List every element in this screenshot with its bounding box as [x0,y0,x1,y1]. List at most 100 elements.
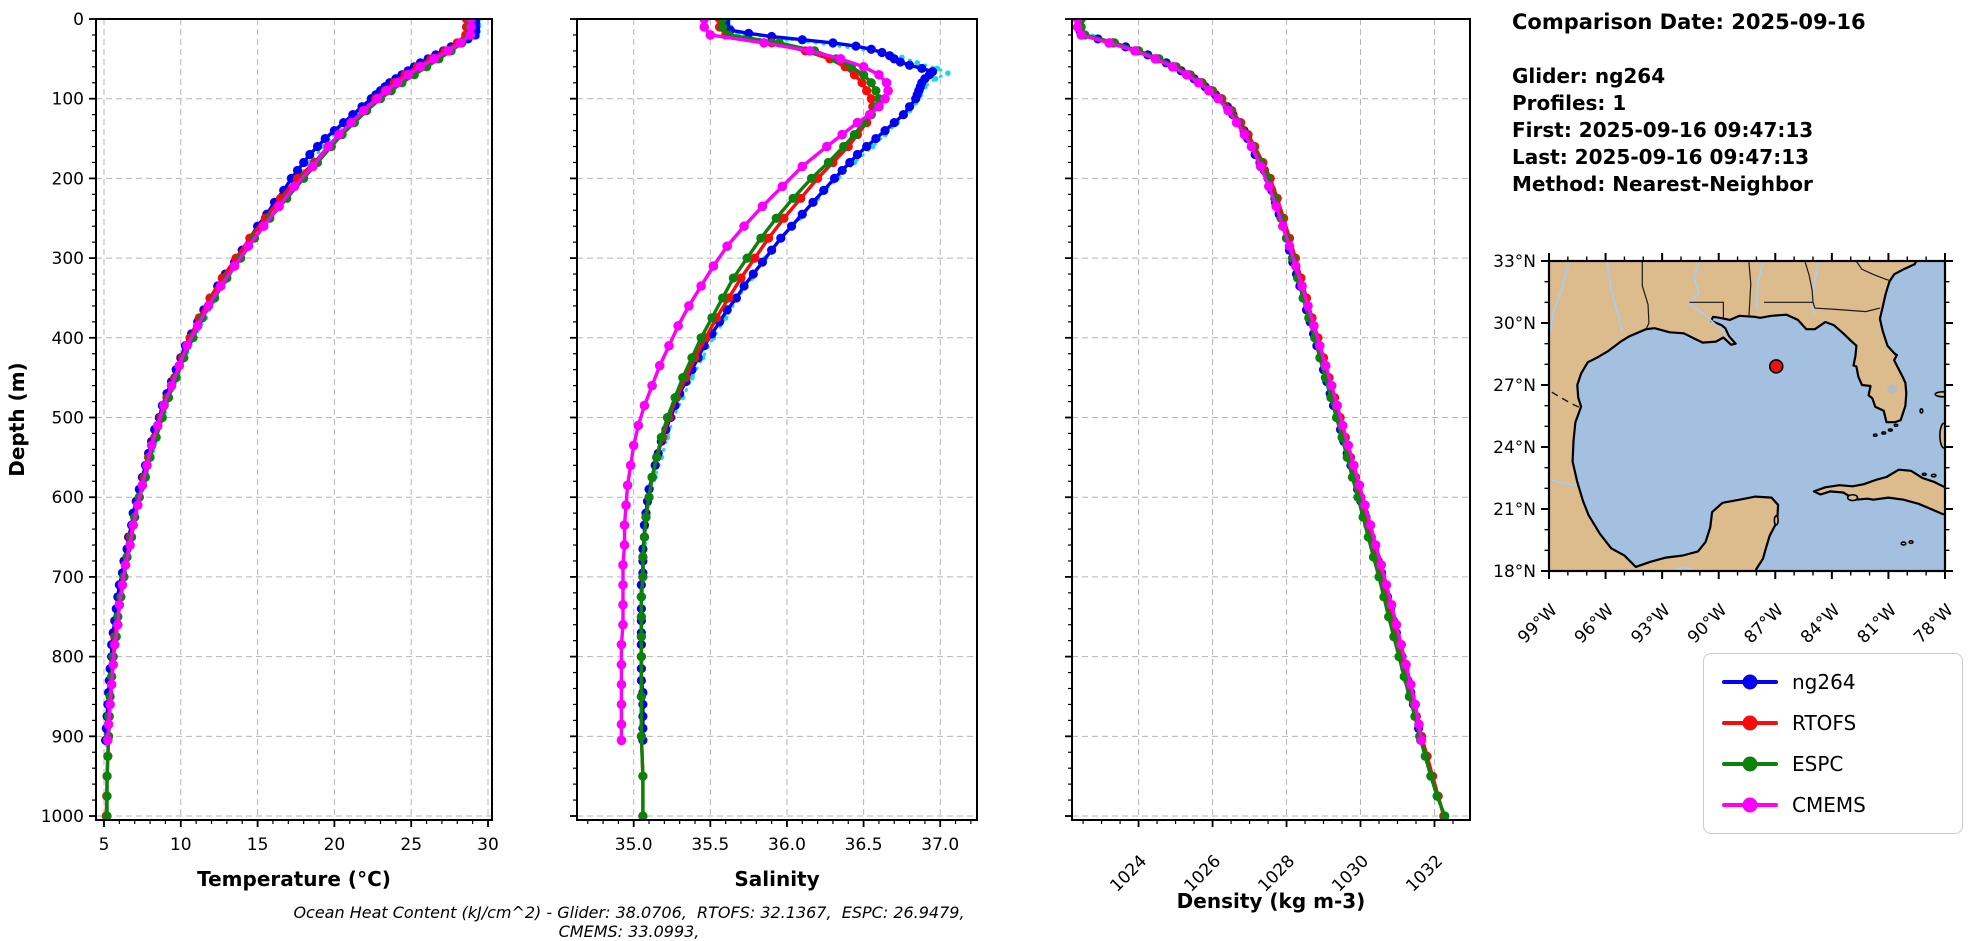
y-axis-label: Depth (m) [5,362,29,476]
map-lat-label: 18°N [1493,562,1536,582]
legend-line-marker-icon [1722,762,1778,766]
map-state-border [1689,301,1724,319]
info-spacer [1512,36,1866,63]
comparison-date: Comparison Date: 2025-09-16 [1512,10,1866,34]
x-axis-label: Density (kg m-3) [1177,889,1366,913]
axes: 35.0 35.5 36.0 36.5 37.0 [570,18,978,855]
map-lon-label: 93°W [1627,600,1674,647]
legend-line-marker-icon [1722,680,1778,684]
axes: 1024 1026 1028 1030 1032 [1065,18,1471,896]
series-CMEMS [103,19,476,746]
svg-text:100: 100 [52,90,84,110]
svg-text:25: 25 [400,835,422,855]
map-lake-okeechobee [1887,384,1898,395]
footer-caption: Ocean Heat Content (kJ/cm^2) - Glider: 3… [293,903,975,941]
legend-item-ng264: ng264 [1722,666,1944,698]
map-state-border [1641,261,1650,330]
map-river [1812,261,1820,315]
profiles-count: Profiles: 1 [1512,91,1627,115]
svg-text:200: 200 [52,169,84,189]
legend-item-espc: ESPC [1722,748,1944,780]
svg-text:30: 30 [477,835,499,855]
series-ng264-raw [104,19,482,748]
map-state-border [1764,301,1881,313]
map-lon-label: 81°W [1854,600,1901,647]
svg-text:1032: 1032 [1402,851,1447,896]
map-lat-label: 30°N [1493,314,1536,334]
map-island [1921,472,1927,477]
svg-text:300: 300 [52,249,84,269]
svg-text:1024: 1024 [1106,851,1151,896]
svg-text:600: 600 [52,488,84,508]
legend-label: RTOFS [1792,711,1857,735]
map-lon-label: 90°W [1684,600,1731,647]
map-island [1773,515,1779,526]
map-island [1919,407,1924,414]
map-island [1949,395,1954,407]
temperature-chart: 5 10 15 20 25 3001002003004005006007008009001… [5,10,499,891]
map-river [1549,477,1577,487]
svg-text:35.0: 35.0 [615,835,653,855]
legend-label: ng264 [1792,670,1856,694]
salinity-chart: 35.0 35.5 36.0 36.5 37.0 Salinity [570,18,978,891]
svg-text:400: 400 [52,329,84,349]
map-island [1846,493,1859,502]
svg-text:700: 700 [52,568,84,588]
map-island [1930,473,1937,478]
map-island [1881,431,1887,435]
map-lon-label: 78°W [1910,600,1957,647]
legend-line-marker-icon [1722,803,1778,807]
x-axis-label: Temperature (°C) [197,867,391,891]
x-minor-ticks [92,18,489,824]
svg-text:15: 15 [247,835,269,855]
legend: ng264 RTOFS ESPC CMEMS [1703,653,1963,834]
series-ng264 [100,19,481,745]
map-island [1934,391,1945,398]
series-CMEMS [616,19,893,746]
map-river [1755,261,1765,311]
map-state-border [1804,261,1814,303]
legend-label: ESPC [1792,752,1844,776]
svg-text:500: 500 [52,409,84,429]
svg-text:37.0: 37.0 [921,835,959,855]
map-island [1893,423,1899,428]
svg-text:900: 900 [52,727,84,747]
map-country-border [1549,389,1581,409]
first-timestamp: First: 2025-09-16 09:47:13 [1512,118,1814,142]
svg-text:800: 800 [52,648,84,668]
series-CMEMS [1072,19,1427,746]
svg-text:5: 5 [99,835,110,855]
map-lon-label: 87°W [1740,600,1787,647]
svg-text:1000: 1000 [41,807,84,827]
svg-text:0: 0 [73,10,84,30]
map-island [1887,428,1894,432]
last-timestamp: Last: 2025-09-16 09:47:13 [1512,145,1810,169]
svg-text:20: 20 [324,835,346,855]
map-island [1908,540,1914,545]
map-lat-label: 27°N [1493,376,1536,396]
map-lat-label: 21°N [1493,500,1536,520]
info-panel: Comparison Date: 2025-09-16 Glider: ng26… [1512,8,1866,198]
map-river [1549,261,1570,338]
gridlines [577,18,977,820]
series-ng264-raw [1077,19,1425,744]
series-ng264 [1074,19,1426,745]
map-state-border [1855,261,1891,282]
legend-item-cmems: CMEMS [1722,789,1944,821]
map-lon-label: 84°W [1797,600,1844,647]
svg-text:35.5: 35.5 [691,835,729,855]
map-river [1606,261,1624,333]
method-label: Method: Nearest-Neighbor [1512,172,1813,196]
map-land-mainland [1549,261,1918,571]
svg-text:36.5: 36.5 [845,835,883,855]
svg-text:36.0: 36.0 [768,835,806,855]
gulf-of-mexico-map: 99°W 96°W 93°W 90°W 87°W 84°W 81°W 78°W 33°N 30°N… [1493,252,1958,648]
legend-line-marker-icon [1722,721,1778,725]
map-island [1900,541,1907,546]
legend-label: CMEMS [1792,793,1866,817]
x-axis-label: Salinity [734,867,819,891]
legend-item-rtofs: RTOFS [1722,707,1944,739]
